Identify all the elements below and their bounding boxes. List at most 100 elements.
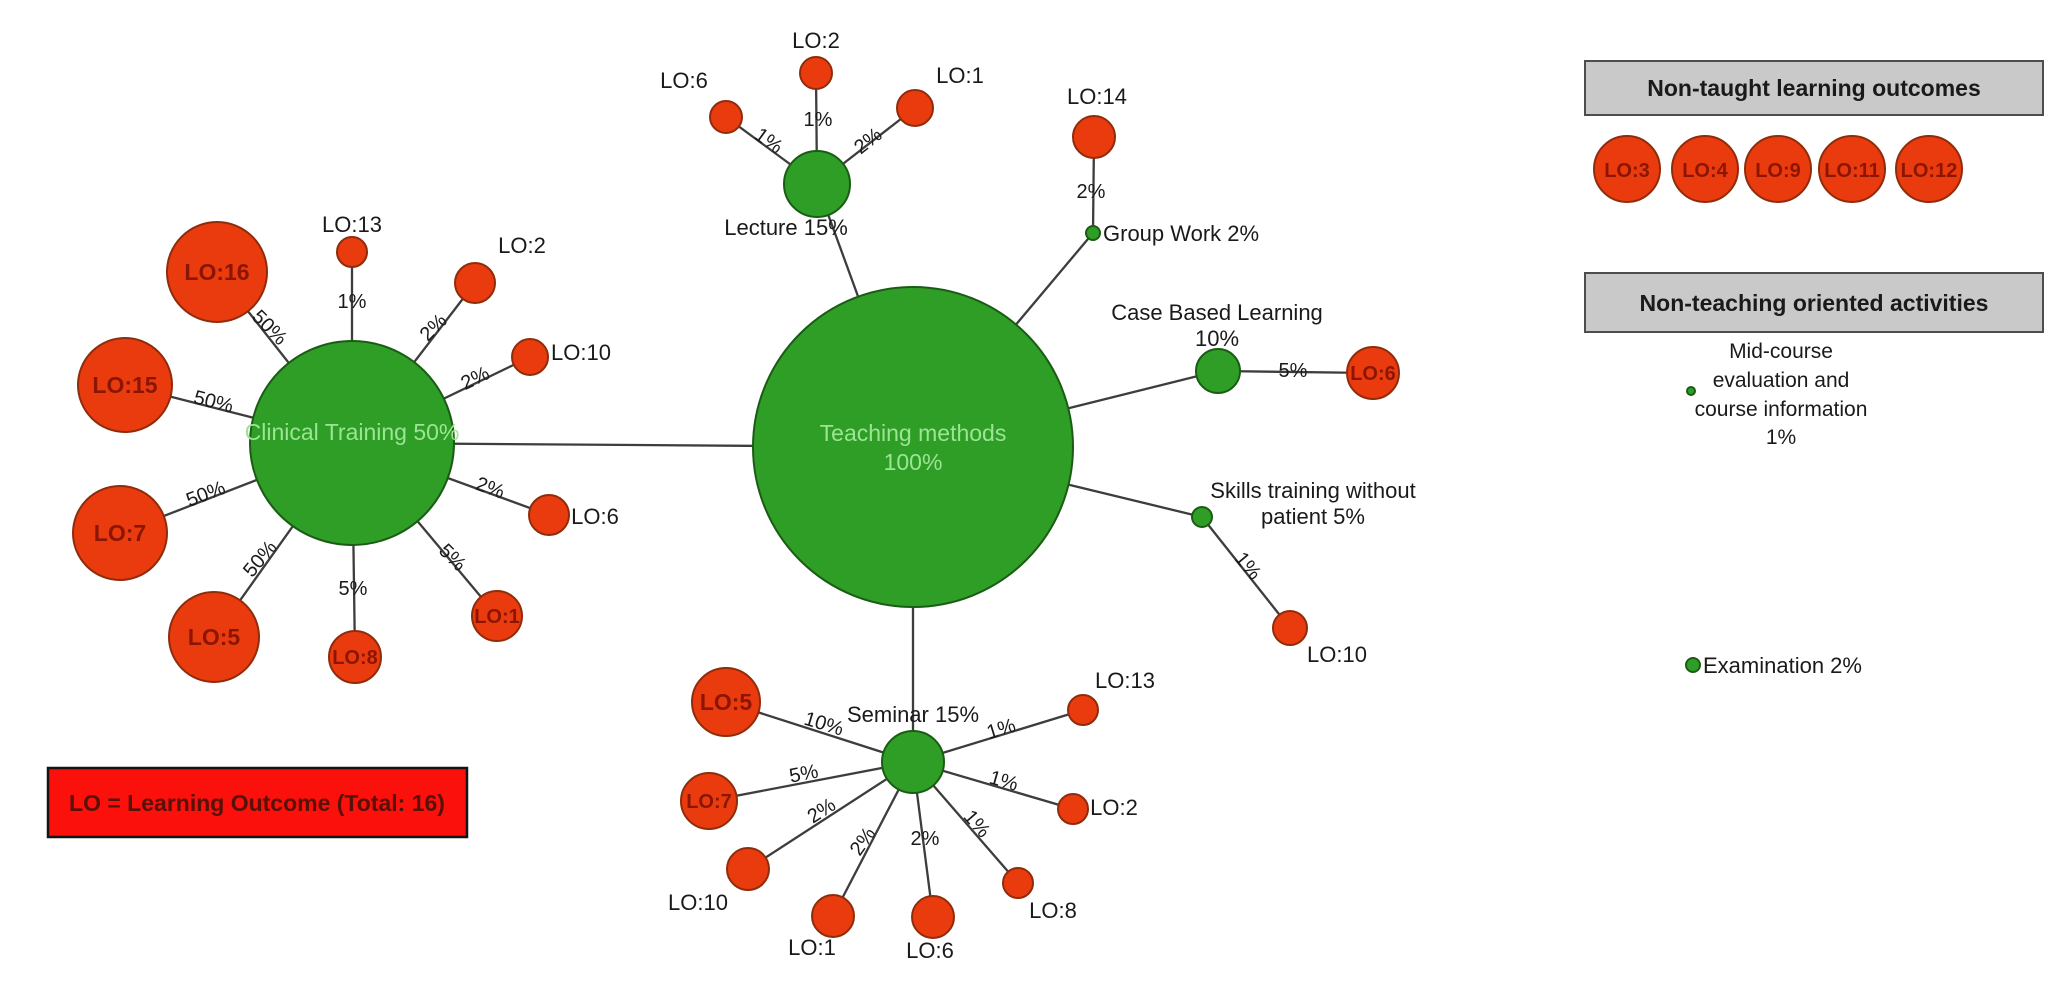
lo-node xyxy=(1744,135,1812,203)
edge-weight: 1% xyxy=(338,291,367,313)
non-teaching-header-box xyxy=(1584,272,2044,333)
lo-node xyxy=(1593,135,1661,203)
lo-label: LO:4 xyxy=(1682,160,1728,182)
lo-label: LO:6 xyxy=(571,504,619,529)
lo-node xyxy=(1272,610,1308,646)
mid-course-line: course information xyxy=(1695,398,1868,421)
node-labels: Teaching methods 100% Clinical Training … xyxy=(245,215,1416,727)
non-teaching-panel: Non-teaching oriented activities Mid-cou… xyxy=(1584,272,2044,678)
lo-node xyxy=(511,338,549,376)
lo-node xyxy=(896,89,934,127)
edge-weight: 5% xyxy=(788,761,821,788)
lo-label: LO:1 xyxy=(474,606,520,628)
edge-weight: 1% xyxy=(1230,548,1266,584)
non-taught-header-box xyxy=(1584,60,2044,116)
lo-node xyxy=(799,56,833,90)
lo-node xyxy=(691,667,761,737)
case-based-learning-percent: 10% xyxy=(1195,326,1239,351)
mid-course-dot xyxy=(1686,386,1696,396)
mid-course-line: Mid-course xyxy=(1729,340,1833,363)
non-taught-title: Non-taught learning outcomes xyxy=(1647,75,1981,101)
edge-weight: 2% xyxy=(911,828,940,850)
lo-label: LO:10 xyxy=(551,340,611,365)
lo-node xyxy=(328,630,382,684)
lo-node xyxy=(471,590,523,642)
lo-label: LO:11 xyxy=(1824,160,1880,182)
lo-node xyxy=(72,485,168,581)
case-based-learning-node xyxy=(1195,348,1241,394)
lo-label: LO:5 xyxy=(700,689,753,715)
method-nodes xyxy=(249,150,1241,794)
edge-weight: 2% xyxy=(804,794,840,828)
lo-node xyxy=(336,236,368,268)
group-work-label: Group Work 2% xyxy=(1103,221,1259,246)
lo-node xyxy=(1072,115,1116,159)
non-taught-panel: Non-taught learning outcomes LO:3 LO:4 L… xyxy=(1584,60,2044,203)
edge xyxy=(708,760,914,803)
lo-node xyxy=(1067,694,1099,726)
mid-course-line: evaluation and xyxy=(1713,369,1850,392)
lo-label: LO:2 xyxy=(498,233,546,258)
lo-label: LO:7 xyxy=(94,520,146,546)
edge-weight: 50% xyxy=(239,537,282,582)
teaching-methods-percent: 100% xyxy=(884,449,943,475)
lo-node xyxy=(454,262,496,304)
lo-node xyxy=(1818,135,1886,203)
lo-label: LO:1 xyxy=(788,935,836,960)
edge-weight: 2% xyxy=(416,310,452,346)
lo-node xyxy=(77,337,173,433)
lo-label: LO:6 xyxy=(1350,363,1396,385)
lo-label: LO:3 xyxy=(1604,160,1650,182)
lo-label: LO:10 xyxy=(1307,642,1367,667)
group-work-node xyxy=(1085,225,1101,241)
lo-label: LO:10 xyxy=(668,890,728,915)
lo-label: LO:8 xyxy=(1029,898,1077,923)
edge-weight: 50% xyxy=(191,387,235,418)
examination-dot xyxy=(1685,657,1701,673)
edge-weight: 1% xyxy=(750,124,786,159)
lo-label: LO:6 xyxy=(660,68,708,93)
edge xyxy=(1201,516,1291,629)
lo-label: LO:16 xyxy=(184,259,249,285)
outcome-nodes xyxy=(72,56,1400,939)
lo-label: LO:13 xyxy=(322,212,382,237)
legend-label: LO = Learning Outcome (Total: 16) xyxy=(69,790,445,816)
edge-weight: 5% xyxy=(434,540,470,576)
lo-label: LO:6 xyxy=(906,938,954,963)
lo-label: LO:2 xyxy=(792,28,840,53)
lo-label: LO:13 xyxy=(1095,668,1155,693)
lo-node xyxy=(709,100,743,134)
lo-node xyxy=(166,221,268,323)
lo-label: LO:12 xyxy=(1901,160,1958,182)
edge-weight: 50% xyxy=(247,306,291,350)
skills-training-label: Skills training without xyxy=(1210,478,1415,503)
examination-label: Examination 2% xyxy=(1703,653,1862,678)
lo-label: LO:5 xyxy=(188,624,241,650)
edge-weight: 1% xyxy=(984,714,1018,744)
legend-box xyxy=(46,766,469,839)
teaching-methods-label: Teaching methods xyxy=(820,420,1007,446)
case-based-learning-label: Case Based Learning xyxy=(1111,300,1323,325)
non-teaching-title: Non-teaching oriented activities xyxy=(1640,290,1989,316)
lo-node xyxy=(911,895,955,939)
edge-weight: 5% xyxy=(339,578,368,600)
lecture-node xyxy=(783,150,851,218)
edge-weight: 1% xyxy=(804,109,833,131)
teaching-methods-node xyxy=(752,286,1074,608)
lo-node xyxy=(1002,867,1034,899)
lo-node xyxy=(680,772,738,830)
lo-node xyxy=(1671,135,1739,203)
legend: LO = Learning Outcome (Total: 16) xyxy=(46,766,469,839)
skills-training-node xyxy=(1191,506,1213,528)
lecture-lo-labels: LO:6 LO:2 LO:1 1% 1% 2% xyxy=(660,28,984,159)
lo-label: LO:1 xyxy=(936,63,984,88)
edge-weight: 5% xyxy=(1279,360,1308,382)
lo-node xyxy=(528,494,570,536)
edge-weight: 1% xyxy=(959,806,995,842)
mid-course-line: 1% xyxy=(1766,426,1796,449)
edge-weight: 2% xyxy=(846,823,881,859)
lo-label: LO:7 xyxy=(686,791,732,813)
clinical-training-node xyxy=(249,340,455,546)
